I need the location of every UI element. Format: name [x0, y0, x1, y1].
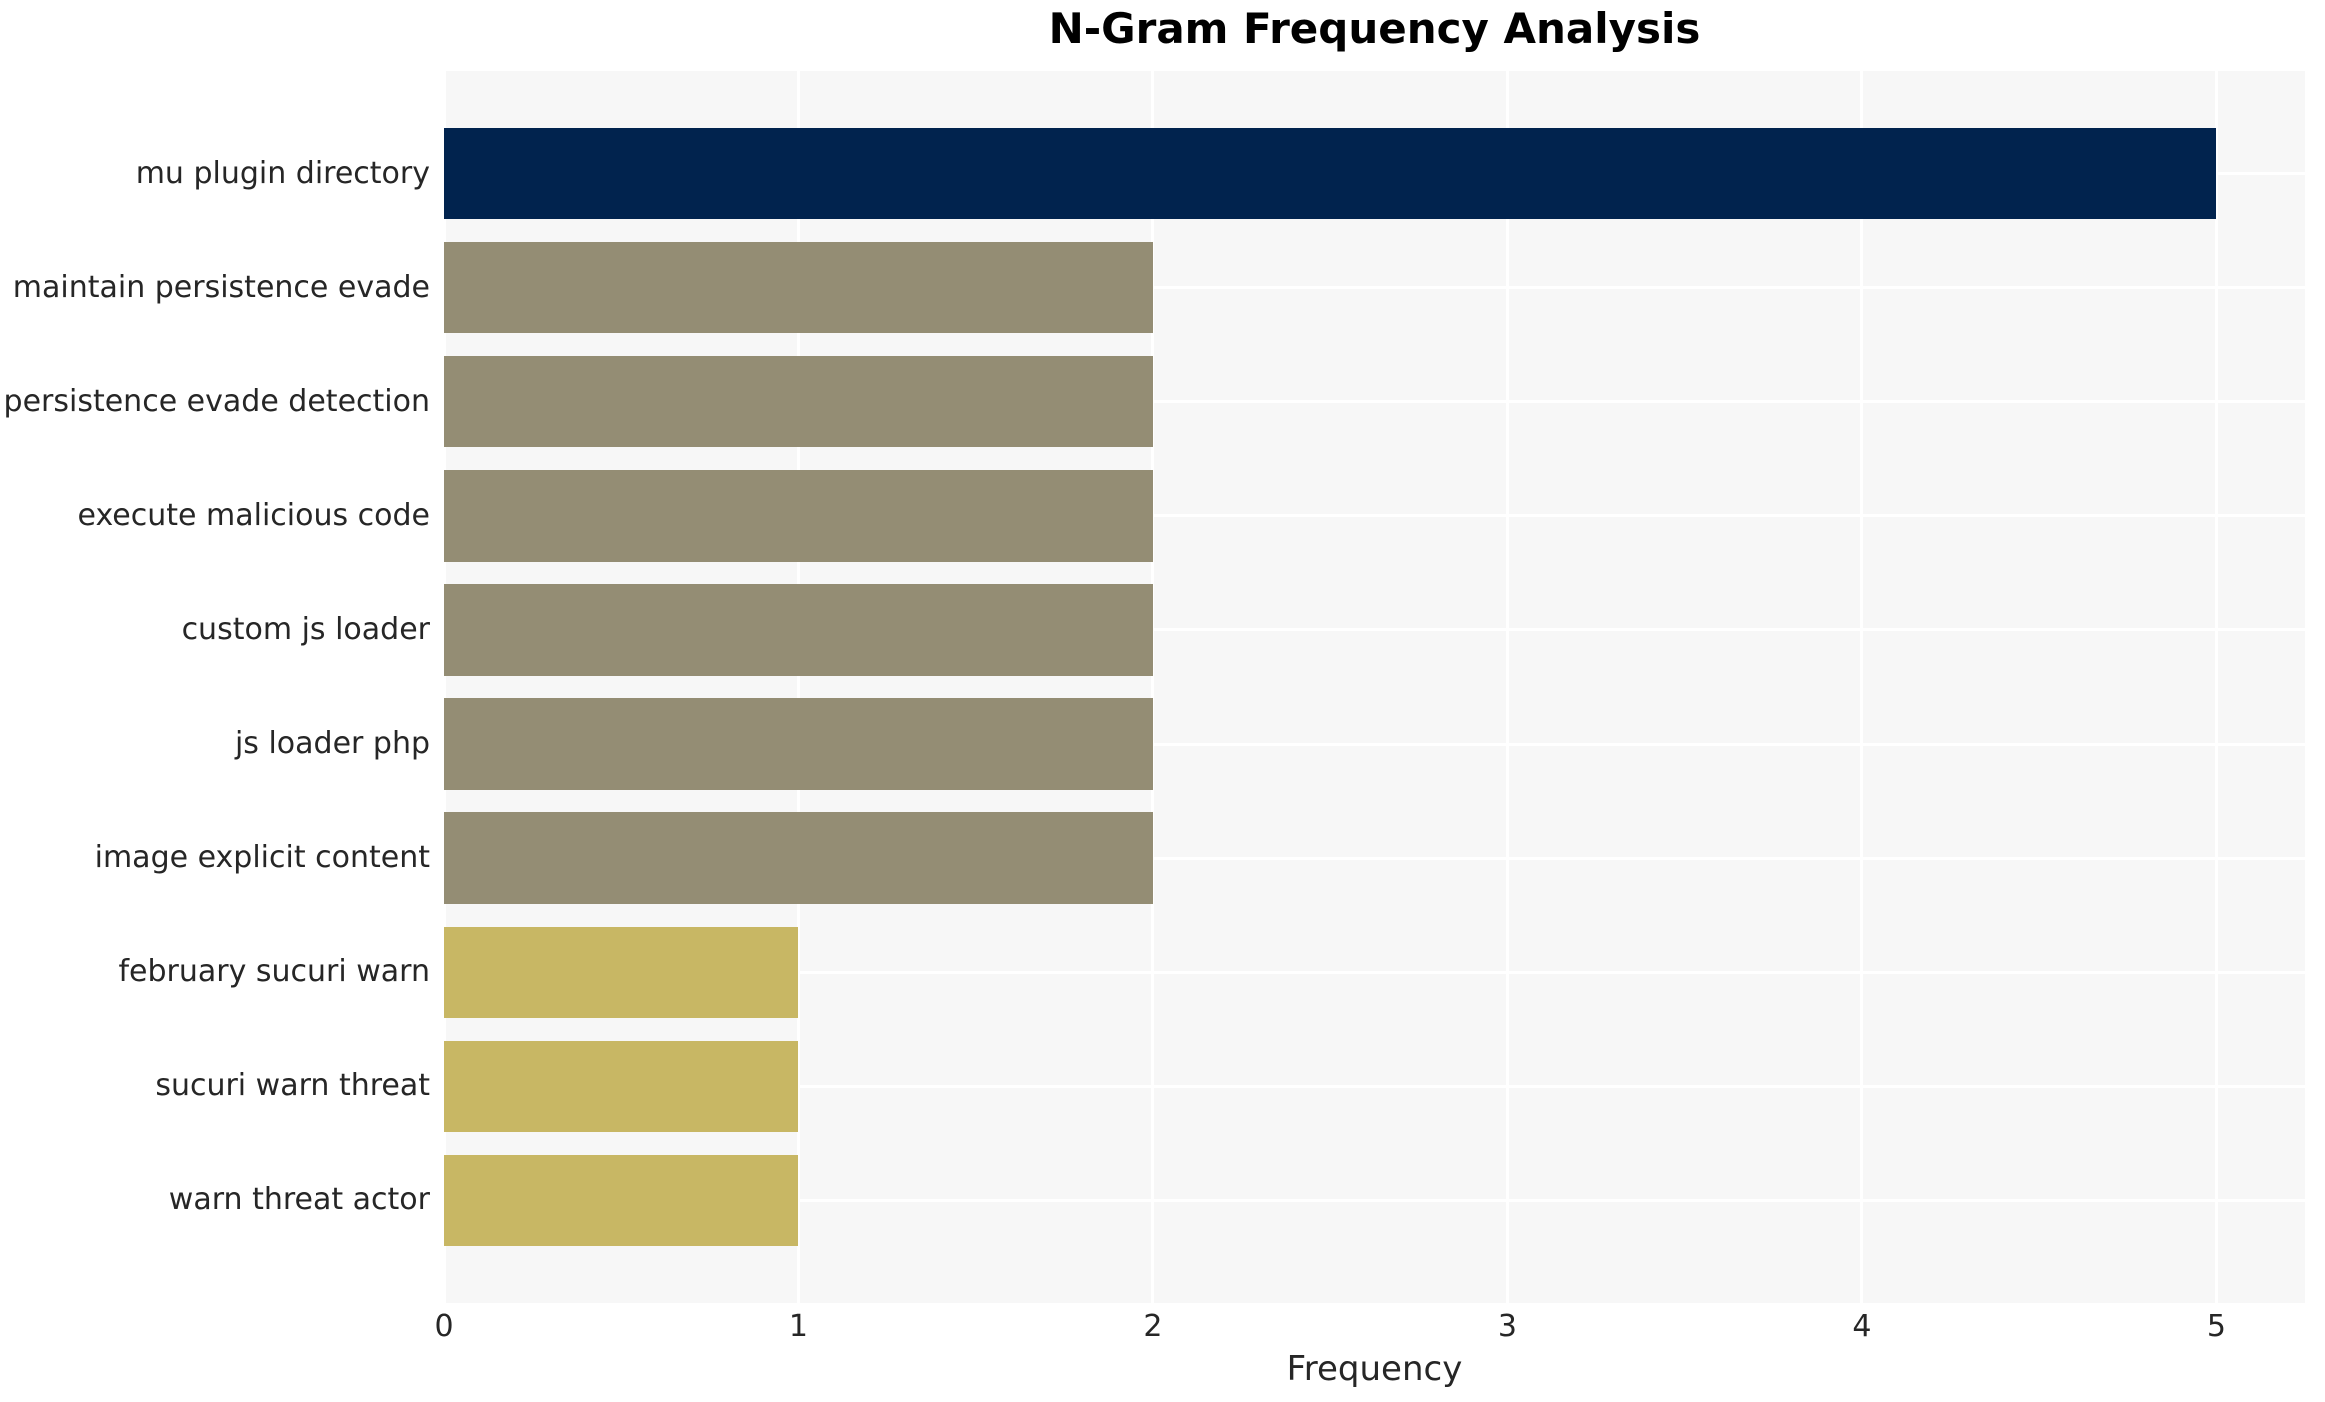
x-tick-label: 5 — [2206, 1309, 2226, 1344]
x-tick-label: 0 — [434, 1309, 454, 1344]
x-axis-label: Frequency — [1286, 1349, 1463, 1389]
x-tick-label: 3 — [1497, 1309, 1517, 1344]
category-label: js loader php — [234, 726, 430, 762]
gridline-vertical — [1505, 71, 1509, 1303]
gridline-horizontal — [444, 400, 2305, 404]
category-label: execute malicious code — [77, 497, 430, 533]
gridline-vertical — [2214, 71, 2218, 1303]
gridline-vertical — [1860, 71, 1864, 1303]
category-label: mu plugin directory — [135, 155, 430, 191]
bar-maintain-persistence-evade — [444, 242, 1153, 334]
bar-mu-plugin-directory — [444, 128, 2217, 220]
gridline-vertical — [1151, 71, 1155, 1303]
bar-image-explicit-content — [444, 812, 1153, 904]
gridline-horizontal — [444, 514, 2305, 518]
chart-title: N-Gram Frequency Analysis — [1048, 4, 1701, 53]
category-label: custom js loader — [181, 611, 430, 647]
bar-custom-js-loader — [444, 584, 1153, 676]
gridline-horizontal — [444, 742, 2305, 746]
bar-sucuri-warn-threat — [444, 1040, 799, 1132]
x-tick-label: 1 — [788, 1309, 809, 1344]
gridline-horizontal — [444, 970, 2305, 974]
gridline-horizontal — [444, 856, 2305, 860]
gridline-horizontal — [444, 628, 2305, 632]
category-label: image explicit content — [94, 840, 430, 876]
bar-js-loader-php — [444, 698, 1153, 790]
bar-execute-malicious-code — [444, 470, 1153, 562]
bar-february-sucuri-warn — [444, 926, 799, 1018]
category-label: persistence evade detection — [3, 383, 430, 419]
gridline-horizontal — [444, 286, 2305, 290]
bar-persistence-evade-detection — [444, 356, 1153, 448]
category-label: maintain persistence evade — [12, 269, 430, 305]
category-label: sucuri warn threat — [155, 1068, 430, 1104]
bar-warn-threat-actor — [444, 1154, 799, 1246]
gridline-horizontal — [444, 1198, 2305, 1202]
category-label: warn threat actor — [168, 1182, 430, 1218]
gridline-horizontal — [444, 1084, 2305, 1088]
x-tick-label: 2 — [1143, 1309, 1163, 1344]
x-tick-label: 4 — [1852, 1309, 1872, 1344]
gridline-vertical — [442, 71, 446, 1303]
plot-area — [442, 71, 2305, 1303]
gridline-vertical — [796, 71, 800, 1303]
category-label: february sucuri warn — [118, 954, 430, 990]
